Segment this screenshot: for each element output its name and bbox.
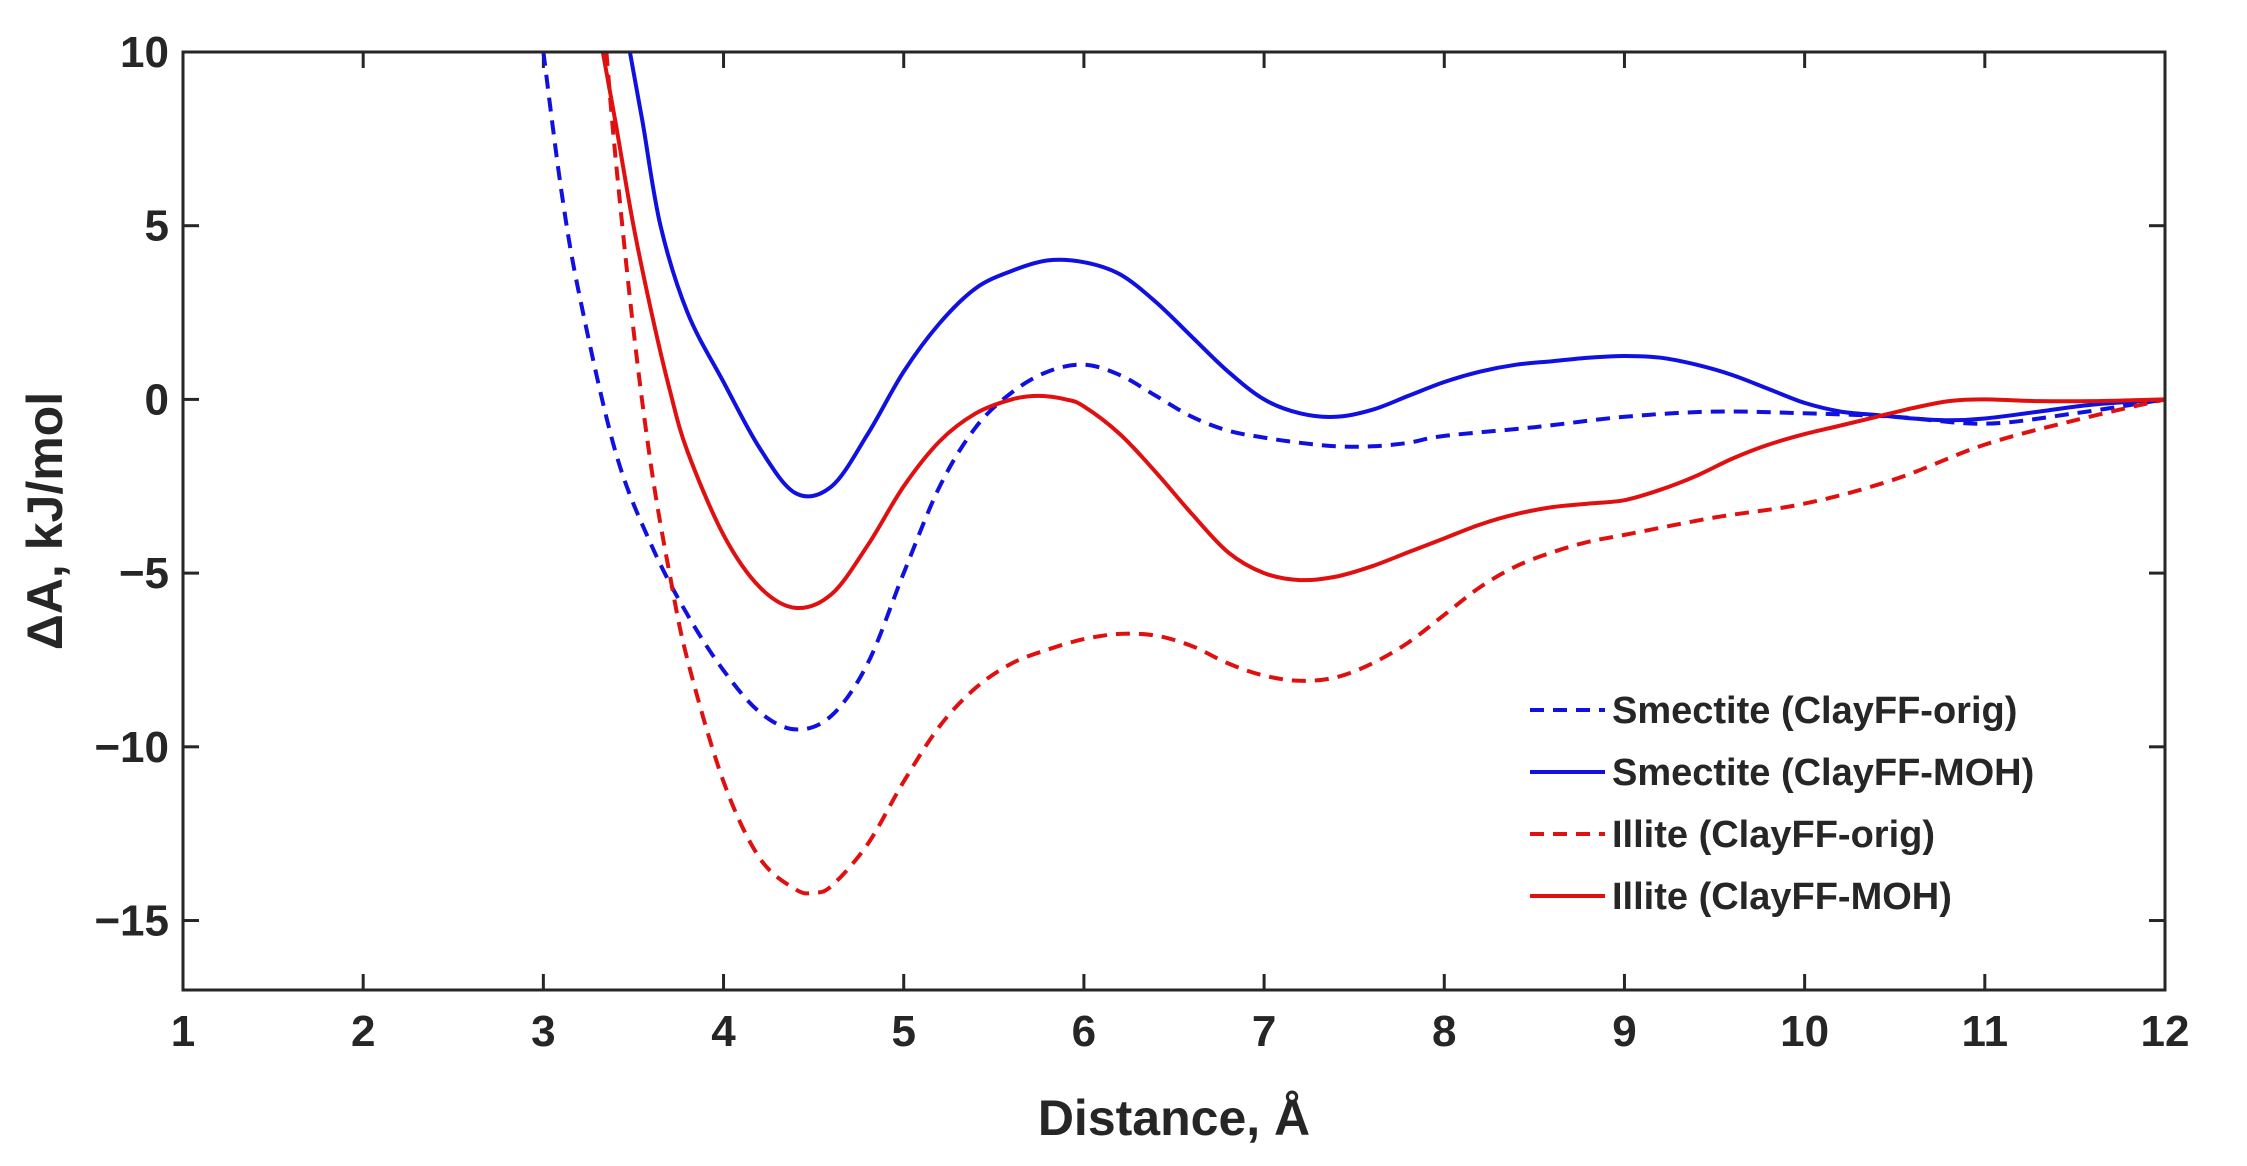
x-tick-label-4: 5 xyxy=(891,1007,915,1056)
x-tick-labels: 1 2 3 4 5 6 7 8 9 10 11 12 xyxy=(171,1007,2190,1056)
x-tick-label-9: 10 xyxy=(1780,1007,1829,1056)
series-line-3 xyxy=(600,52,2165,611)
x-tick-label-10: 11 xyxy=(1962,1007,2009,1056)
x-tick-label-1: 2 xyxy=(351,1007,375,1056)
legend-label-0: Smectite (ClayFF-orig) xyxy=(1612,690,2017,732)
legend-label-3: Illite (ClayFF-MOH) xyxy=(1612,876,1952,918)
axis-ticks xyxy=(181,50,2167,990)
legend: Smectite (ClayFF-orig) Smectite (ClayFF-M… xyxy=(1530,690,2034,918)
x-tick-label-6: 7 xyxy=(1252,1007,1276,1056)
y-tick-label-1: 5 xyxy=(145,202,169,251)
plot-area xyxy=(183,52,2165,990)
x-tick-label-8: 9 xyxy=(1612,1007,1636,1056)
y-tick-label-3: −5 xyxy=(119,549,169,598)
legend-label-2: Illite (ClayFF-orig) xyxy=(1612,814,1935,856)
x-tick-label-2: 3 xyxy=(531,1007,555,1056)
legend-label-1: Smectite (ClayFF-MOH) xyxy=(1612,752,2034,794)
x-tick-label-11: 12 xyxy=(2141,1007,2190,1056)
x-axis-label: Distance, Å xyxy=(1038,1090,1310,1146)
y-tick-label-4: −10 xyxy=(94,723,169,772)
series-lines xyxy=(541,52,2165,896)
x-tick-label-5: 6 xyxy=(1072,1007,1096,1056)
series-line-0 xyxy=(541,52,2165,732)
y-tick-label-0: 10 xyxy=(120,28,169,77)
series-line-2 xyxy=(604,52,2165,896)
x-tick-label-3: 4 xyxy=(711,1007,736,1056)
y-tick-label-2: 0 xyxy=(145,375,169,424)
x-tick-label-0: 1 xyxy=(171,1007,195,1056)
x-tick-label-7: 8 xyxy=(1432,1007,1456,1056)
y-tick-labels: 10 5 0 −5 −10 −15 xyxy=(94,28,169,946)
plot-frame xyxy=(181,50,2167,992)
y-axis-label: ΔA, kJ/mol xyxy=(17,392,73,650)
y-tick-label-5: −15 xyxy=(94,897,169,946)
series-line-1 xyxy=(627,52,2165,499)
